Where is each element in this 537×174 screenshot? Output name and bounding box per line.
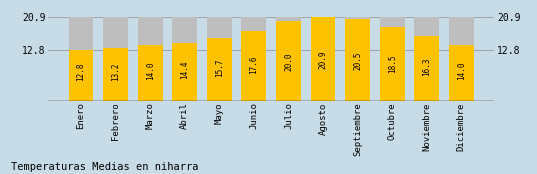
- Text: 20.9: 20.9: [318, 51, 328, 69]
- Text: 14.4: 14.4: [180, 61, 189, 79]
- Bar: [69, 17, 93, 101]
- Bar: [310, 17, 336, 101]
- Bar: [276, 17, 301, 101]
- Bar: [242, 31, 266, 101]
- Text: 15.7: 15.7: [215, 59, 224, 77]
- Text: 12.8: 12.8: [77, 63, 85, 81]
- Bar: [207, 17, 232, 101]
- Bar: [380, 17, 405, 101]
- Text: 17.6: 17.6: [249, 56, 258, 74]
- Text: Temperaturas Medias en niharra: Temperaturas Medias en niharra: [11, 162, 198, 172]
- Bar: [103, 17, 128, 101]
- Bar: [172, 43, 197, 101]
- Bar: [415, 17, 439, 101]
- Bar: [415, 36, 439, 101]
- Text: 13.2: 13.2: [111, 62, 120, 81]
- Bar: [449, 17, 474, 101]
- Text: 14.0: 14.0: [457, 61, 466, 80]
- Bar: [449, 45, 474, 101]
- Bar: [137, 17, 163, 101]
- Bar: [380, 27, 405, 101]
- Text: 20.5: 20.5: [353, 51, 362, 70]
- Bar: [242, 17, 266, 101]
- Bar: [103, 48, 128, 101]
- Bar: [172, 17, 197, 101]
- Bar: [345, 19, 370, 101]
- Text: 16.3: 16.3: [422, 58, 431, 76]
- Bar: [69, 50, 93, 101]
- Bar: [276, 21, 301, 101]
- Text: 20.0: 20.0: [284, 52, 293, 70]
- Bar: [345, 17, 370, 101]
- Bar: [137, 45, 163, 101]
- Text: 18.5: 18.5: [388, 54, 397, 73]
- Text: 14.0: 14.0: [146, 61, 155, 80]
- Bar: [207, 38, 232, 101]
- Bar: [310, 17, 336, 101]
